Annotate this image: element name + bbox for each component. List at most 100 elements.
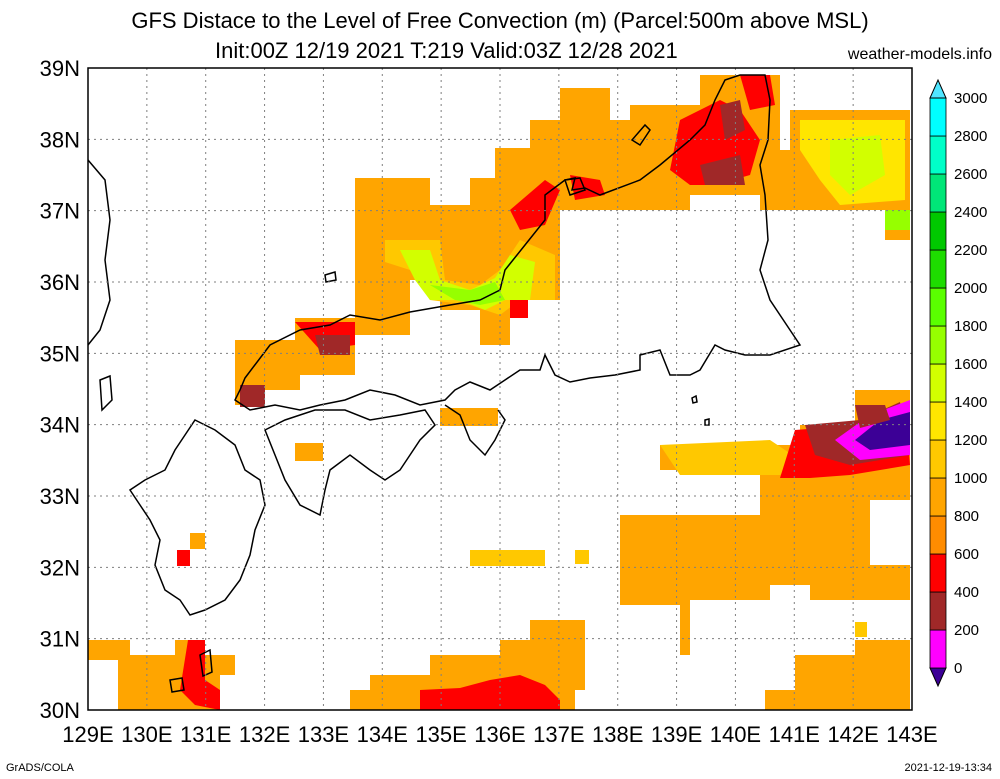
coast-noto xyxy=(564,177,587,196)
lon-tick-label: 141E xyxy=(769,722,820,747)
lon-tick-label: 140E xyxy=(710,722,761,747)
colorbar-label: 1400 xyxy=(954,394,987,411)
coast-izu2 xyxy=(704,418,710,426)
lat-tick-label: 38N xyxy=(40,127,80,152)
colorbar-swatch xyxy=(929,515,947,555)
colorbar-swatch xyxy=(929,477,947,517)
lon-tick-label: 142E xyxy=(827,722,878,747)
colorbar-swatch xyxy=(929,363,947,403)
colorbar-swatch xyxy=(929,401,947,441)
shade-green xyxy=(430,282,505,305)
colorbar-label: 1600 xyxy=(954,356,987,373)
chart-title: GFS Distace to the Level of Free Convect… xyxy=(131,8,869,33)
colorbar-label: 400 xyxy=(954,584,979,601)
plot-frame xyxy=(87,67,913,711)
colorbar: 0 200 400 600 800 1000 1200 1400 1600 1800 2000 220… xyxy=(929,78,987,688)
colorbar-swatch xyxy=(929,287,947,327)
colorbar-over-triangle xyxy=(929,78,947,99)
colorbar-swatch xyxy=(929,553,947,593)
lon-tick-label: 133E xyxy=(298,722,349,747)
shade-ne-green-block xyxy=(885,210,910,230)
colorbar-label: 3000 xyxy=(954,90,987,107)
colorbar-swatch xyxy=(929,211,947,251)
coast-izu1 xyxy=(691,394,698,404)
colorbar-swatch xyxy=(929,629,947,669)
colorbar-under-triangle xyxy=(929,667,947,688)
colorbar-label: 600 xyxy=(954,546,979,563)
lon-tick-label: 138E xyxy=(592,722,643,747)
gridlines xyxy=(88,68,912,710)
lon-tick-label: 137E xyxy=(533,722,584,747)
shade-east-purple xyxy=(855,412,910,450)
footer-timestamp: 2021-12-19-13:34 xyxy=(904,762,992,774)
colorbar-swatch xyxy=(929,135,947,175)
shade-mid-yellow xyxy=(470,550,545,566)
colorbar-label: 2400 xyxy=(954,204,987,221)
shade-red-small xyxy=(510,300,528,318)
colorbar-label: 200 xyxy=(954,622,979,639)
coast-shikoku xyxy=(264,409,436,517)
axis-ticks: 129E 130E 131E 132E 133E 134E 135E 136E 137E 138E… xyxy=(40,56,938,747)
colorbar-swatch xyxy=(929,173,947,213)
site-label: weather-models.info xyxy=(847,46,992,63)
lat-tick-label: 32N xyxy=(40,555,80,580)
colorbar-label: 2800 xyxy=(954,128,987,145)
coast-tsushima xyxy=(99,374,113,412)
lon-tick-label: 143E xyxy=(886,722,937,747)
shade-brown-left xyxy=(315,335,350,355)
lat-tick-label: 36N xyxy=(40,270,80,295)
shade-brown-n2 xyxy=(720,100,745,140)
lat-tick-label: 31N xyxy=(40,627,80,652)
coast-sado xyxy=(630,123,651,147)
lon-tick-label: 132E xyxy=(239,722,290,747)
lon-tick-label: 129E xyxy=(62,722,113,747)
coast-oki xyxy=(324,271,337,283)
lon-tick-label: 139E xyxy=(651,722,702,747)
lat-tick-label: 34N xyxy=(40,413,80,438)
lfc-shading xyxy=(88,75,910,710)
footer-credit: GrADS/COLA xyxy=(6,762,74,774)
colorbar-label: 2200 xyxy=(954,242,987,259)
shade-east-yellow xyxy=(660,440,800,475)
shade-shikoku xyxy=(295,443,323,461)
lon-tick-label: 135E xyxy=(415,722,466,747)
lon-tick-label: 134E xyxy=(357,722,408,747)
colorbar-label: 2600 xyxy=(954,166,987,183)
colorbar-swatch xyxy=(929,439,947,479)
colorbar-swatch xyxy=(929,325,947,365)
lat-tick-label: 35N xyxy=(40,341,80,366)
lat-tick-label: 39N xyxy=(40,56,80,81)
colorbar-label: 0 xyxy=(954,660,962,677)
shade-dot-1 xyxy=(575,550,589,564)
lon-tick-label: 130E xyxy=(121,722,172,747)
lon-tick-label: 131E xyxy=(180,722,231,747)
colorbar-swatch xyxy=(929,249,947,289)
coast-kii xyxy=(444,404,506,457)
lon-tick-label: 136E xyxy=(474,722,525,747)
colorbar-label: 1000 xyxy=(954,470,987,487)
shade-dot-2 xyxy=(190,533,205,549)
lat-tick-label: 30N xyxy=(40,698,80,723)
shade-brown-n xyxy=(700,155,745,185)
shade-dot-4 xyxy=(855,622,867,637)
shade-brown-sw xyxy=(240,385,265,407)
shade-ne-green xyxy=(830,135,885,195)
coast-kyushu xyxy=(128,419,266,616)
chart-subtitle: Init:00Z 12/19 2021 T:219 Valid:03Z 12/2… xyxy=(215,38,678,63)
colorbar-label: 800 xyxy=(954,508,979,525)
lat-tick-label: 37N xyxy=(40,199,80,224)
colorbar-swatch xyxy=(929,591,947,631)
shade-dot-3 xyxy=(177,550,190,566)
lat-tick-label: 33N xyxy=(40,484,80,509)
coast-honshu xyxy=(234,74,802,411)
coastlines xyxy=(87,74,802,693)
coast-tanegashima xyxy=(199,648,213,678)
shade-east-brown2 xyxy=(855,405,890,428)
colorbar-swatch xyxy=(929,97,947,137)
coast-yakushima xyxy=(169,677,185,693)
coast-korea xyxy=(87,159,111,346)
shade-south-red xyxy=(420,675,560,710)
shade-sw-red xyxy=(180,640,220,710)
shade-kii xyxy=(440,408,498,426)
